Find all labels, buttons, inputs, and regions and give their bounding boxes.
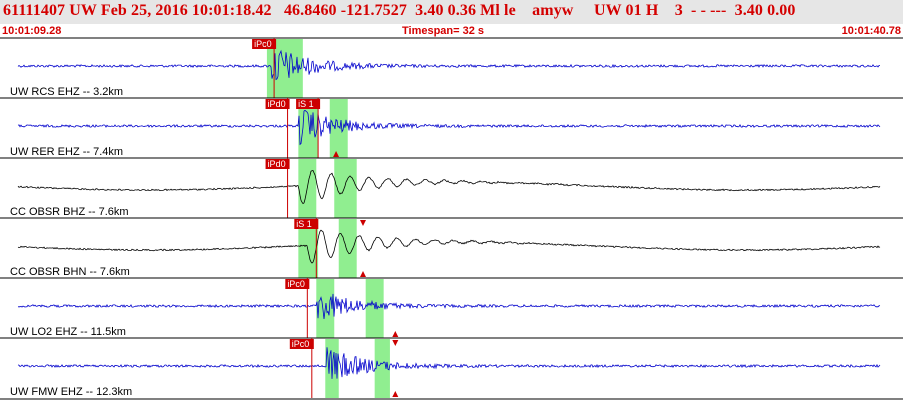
pick-tag: [289, 339, 314, 349]
station-label: UW RER EHZ -- 7.4km: [10, 146, 123, 158]
pick-triangle-up-icon: [392, 331, 399, 337]
timespan-label: Timespan= 32 s: [402, 25, 485, 37]
trace-panel[interactable]: iPc0 UW LO2 EHZ -- 11.5km: [0, 277, 903, 338]
station-label: CC OBSR BHZ -- 7.6km: [10, 206, 129, 218]
pick-label: iPd0: [268, 99, 286, 109]
pick-triangle-up-icon: [392, 391, 399, 397]
event-header: 61111407 UW Feb 25, 2016 10:01:18.42 46.…: [0, 0, 903, 24]
station-label: UW FMW EHZ -- 12.3km: [10, 386, 132, 398]
station-label: UW RCS EHZ -- 3.2km: [10, 86, 123, 98]
pick-tag: [285, 279, 310, 289]
event-summary-title: 61111407 UW Feb 25, 2016 10:01:18.42 46.…: [3, 2, 796, 19]
pick-label: iS 1: [298, 99, 314, 109]
pick-window-highlight: [374, 339, 390, 398]
pick-label: iPd0: [268, 159, 286, 169]
pick-label: iS 1: [296, 219, 312, 229]
pick-triangle-down-icon: [359, 220, 366, 226]
trace-panel[interactable]: iS 1 CC OBSR BHN -- 7.6km: [0, 217, 903, 278]
pick-triangle-up-icon: [333, 151, 340, 157]
station-label: CC OBSR BHN -- 7.6km: [10, 266, 130, 278]
pick-label: iPc0: [254, 39, 272, 49]
pick-tag: [265, 159, 290, 169]
waveform: [17, 229, 881, 264]
pick-window-highlight: [329, 99, 348, 158]
trace-panel[interactable]: iPd0 iS 1 UW RER EHZ -- 7.4km: [0, 97, 903, 158]
pick-triangle-down-icon: [392, 340, 399, 346]
waveform: [17, 293, 881, 320]
pick-window-highlight: [298, 219, 319, 278]
pick-window-highlight: [338, 219, 357, 278]
pick-tag: [265, 99, 290, 109]
pick-label: iPc0: [287, 279, 305, 289]
waveform: [17, 49, 880, 81]
waveform: [17, 347, 881, 379]
trace-panel[interactable]: iPd0 CC OBSR BHZ -- 7.6km: [0, 157, 903, 218]
trace-panel[interactable]: iPc0 UW RCS EHZ -- 3.2km: [0, 37, 903, 98]
station-label: UW LO2 EHZ -- 11.5km: [10, 326, 126, 338]
pick-tag: [296, 99, 321, 109]
start-time: 10:01:09.28: [2, 25, 62, 37]
waveform: [17, 109, 881, 146]
pick-label: iPc0: [292, 339, 310, 349]
end-time: 10:01:40.78: [841, 25, 901, 37]
trace-panel[interactable]: iPc0 UW FMW EHZ -- 12.3km: [0, 337, 903, 398]
time-axis-bar: 10:01:09.28 Timespan= 32 s 10:01:40.78: [0, 24, 903, 38]
pick-triangle-up-icon: [359, 271, 366, 277]
pick-window-highlight: [334, 159, 357, 218]
waveform: [17, 170, 881, 205]
pick-tag: [294, 219, 319, 229]
pick-tag: [252, 39, 277, 49]
